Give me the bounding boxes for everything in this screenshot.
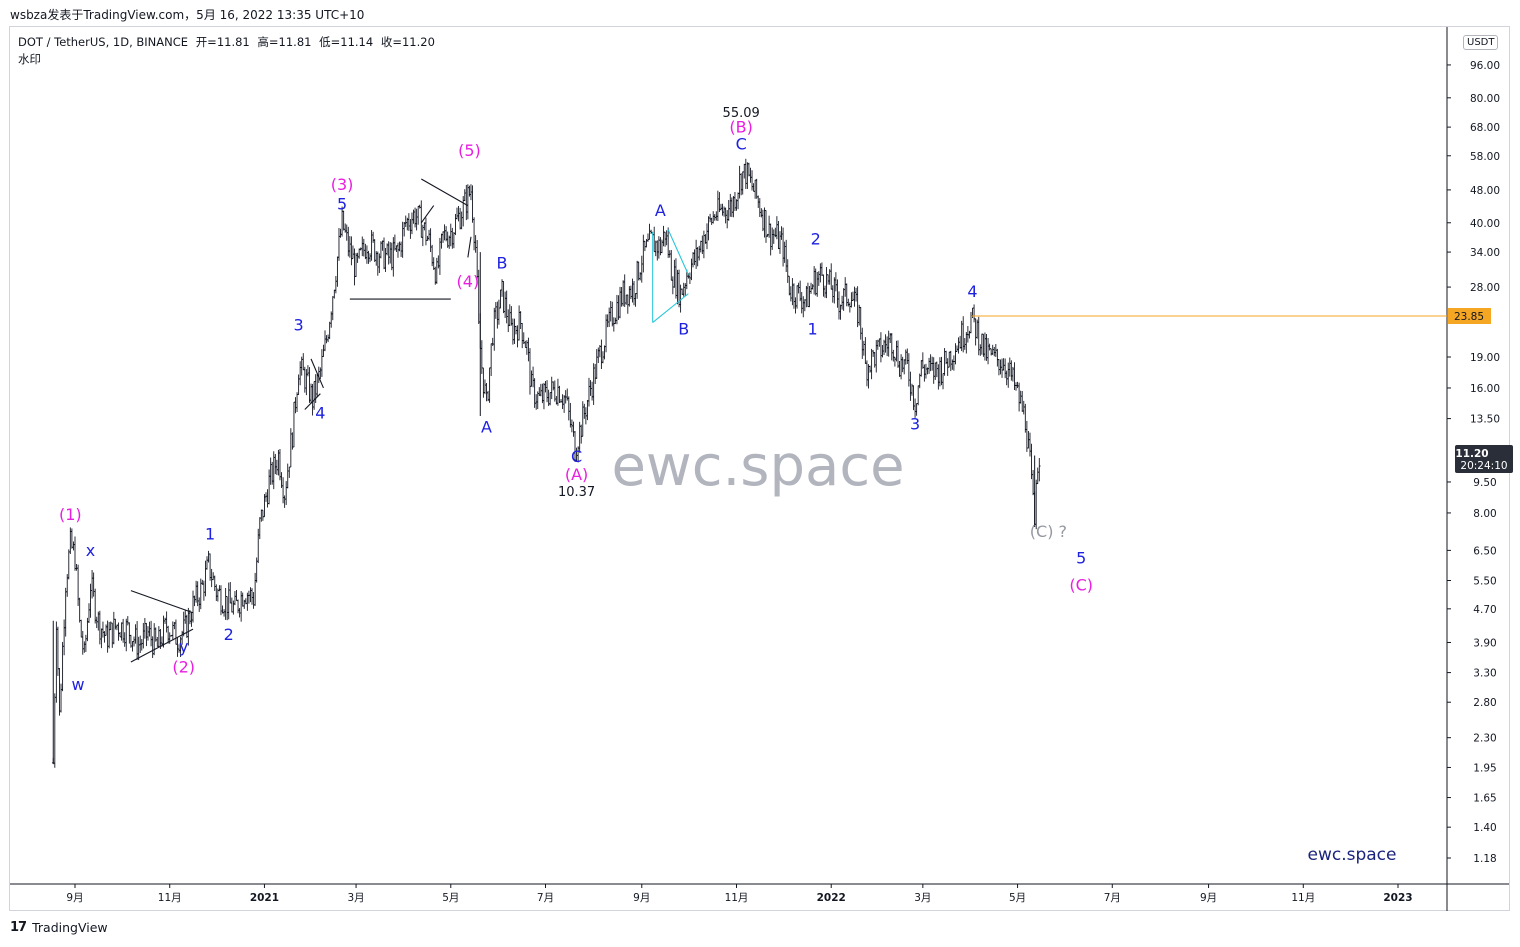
y-tick-label: 6.50	[1473, 545, 1496, 557]
y-tick-label: 9.50	[1473, 477, 1496, 489]
triangle-lower-line	[130, 628, 194, 663]
wave-label-blue: 1	[807, 320, 817, 339]
x-tick-label: 3月	[347, 892, 364, 904]
wave-label-blue: 4	[967, 282, 977, 301]
y-tick-label: 28.00	[1470, 282, 1500, 294]
y-tick-label: 5.50	[1473, 575, 1496, 587]
wave-label-blue: 3	[294, 316, 304, 335]
wedge-line	[304, 393, 321, 410]
price-note-label: 10.37	[558, 485, 595, 500]
y-tick-label: 1.18	[1473, 853, 1496, 865]
x-tick-label: 2022	[817, 892, 846, 904]
wave-label-magenta: (2)	[172, 658, 195, 677]
footer: 𝟭𝟳 TradingView	[10, 920, 108, 935]
resistance-price-label: 23.85	[1454, 311, 1484, 323]
wave-label-blue: w	[72, 675, 85, 694]
last-price-tag	[1455, 445, 1513, 473]
wedge-line	[310, 358, 324, 389]
x-tick-label: 9月	[633, 892, 650, 904]
bar-countdown-label: 20:24:10	[1460, 460, 1507, 472]
wave-label-blue: y	[179, 637, 188, 656]
wave-label-magenta: (B)	[729, 117, 752, 136]
wave-label-magenta: (3)	[331, 175, 354, 194]
wave-label-blue: A	[655, 201, 666, 220]
wave-label-blue: 2	[224, 625, 234, 644]
x-tick-label: 2021	[250, 892, 279, 904]
high-value: 高=11.81	[257, 35, 312, 49]
triangle-b-line	[667, 229, 689, 275]
y-tick-label: 8.00	[1473, 508, 1496, 520]
y-tick-label: 3.30	[1473, 668, 1496, 680]
wave-label-blue: 4	[315, 404, 325, 423]
y-tick-label: 16.00	[1470, 383, 1500, 395]
y-tick-label: 1.95	[1473, 762, 1496, 774]
wave-label-blue: B	[678, 320, 689, 339]
wave-label-blue: 3	[910, 415, 920, 434]
y-tick-label: 1.65	[1473, 793, 1496, 805]
watermark-indicator-label[interactable]: 水印	[18, 52, 41, 66]
x-tick-label: 7月	[537, 892, 554, 904]
x-tick-label: 7月	[1104, 892, 1121, 904]
wave-label-tentative: (C) ?	[1030, 522, 1067, 541]
wave-label-magenta: (C)	[1069, 576, 1093, 595]
triangle-upper-line	[130, 590, 194, 614]
x-tick-label: 2023	[1383, 892, 1412, 904]
close-value: 收=11.20	[380, 35, 435, 49]
open-value: 开=11.81	[195, 35, 250, 49]
y-tick-label: 58.00	[1470, 151, 1500, 163]
y-tick-label: 3.90	[1473, 637, 1496, 649]
x-tick-label: 5月	[442, 892, 459, 904]
y-tick-label: 48.00	[1470, 185, 1500, 197]
wave-label-magenta: (A)	[565, 465, 588, 484]
x-tick-label: 9月	[66, 892, 83, 904]
y-tick-label: 40.00	[1470, 218, 1500, 230]
wave-label-blue: 1	[205, 525, 215, 544]
low-value: 低=11.14	[319, 35, 374, 49]
resistance-price-tag	[1448, 308, 1491, 324]
y-tick-label: 4.70	[1473, 604, 1496, 616]
wave-label-magenta: (1)	[59, 505, 82, 524]
wave-label-blue: A	[481, 417, 492, 436]
wave-label-blue: 2	[811, 229, 821, 248]
y-tick-label: 80.00	[1470, 93, 1500, 105]
publish-caption: wsbza发表于TradingView.com，5月 16, 2022 13:3…	[10, 8, 365, 22]
tradingview-logo-icon[interactable]: 𝟭𝟳	[10, 920, 27, 935]
y-tick-label: 34.00	[1470, 247, 1500, 259]
wave-label-blue: B	[497, 254, 508, 273]
price-note-label: 55.09	[723, 106, 760, 121]
wave-label-blue: C	[571, 447, 582, 466]
consolidation-upper-line	[421, 178, 469, 207]
y-tick-label: 13.50	[1470, 414, 1500, 426]
wave-label-blue: 5	[337, 195, 347, 214]
x-tick-label: 5月	[1009, 892, 1026, 904]
y-tick-label: 19.00	[1470, 352, 1500, 364]
x-tick-label: 9月	[1200, 892, 1217, 904]
y-tick-label: 2.80	[1473, 697, 1496, 709]
wave-label-magenta: (5)	[458, 141, 481, 160]
watermark-text: ewc.space	[611, 434, 904, 499]
triangle-b-line	[652, 293, 689, 323]
y-tick-label: 2.30	[1473, 733, 1496, 745]
last-price-label: 11.20	[1455, 448, 1488, 460]
brand-text: ewc.space	[1308, 845, 1397, 865]
x-tick-label: 11月	[158, 892, 182, 904]
x-tick-label: 3月	[914, 892, 931, 904]
x-tick-label: 11月	[1291, 892, 1315, 904]
y-tick-label: 1.40	[1473, 822, 1496, 834]
y-tick-label: 96.00	[1470, 60, 1500, 72]
wave-label-blue: C	[736, 135, 747, 154]
wave-label-blue: x	[86, 541, 95, 560]
footer-brand-text[interactable]: TradingView	[32, 920, 108, 935]
consolidation-lower-line	[467, 236, 472, 258]
x-tick-label: 11月	[725, 892, 749, 904]
currency-badge[interactable]: USDT	[1463, 35, 1499, 50]
symbol-label[interactable]: DOT / TetherUS, 1D, BINANCE	[18, 35, 189, 49]
y-tick-label: 68.00	[1470, 122, 1500, 134]
wave-label-magenta: (4)	[457, 272, 480, 291]
wave-label-blue: 5	[1076, 548, 1086, 567]
consolidation-wedge-line	[420, 205, 435, 224]
symbol-legend: DOT / TetherUS, 1D, BINANCE 开=11.81 高=11…	[18, 34, 439, 50]
